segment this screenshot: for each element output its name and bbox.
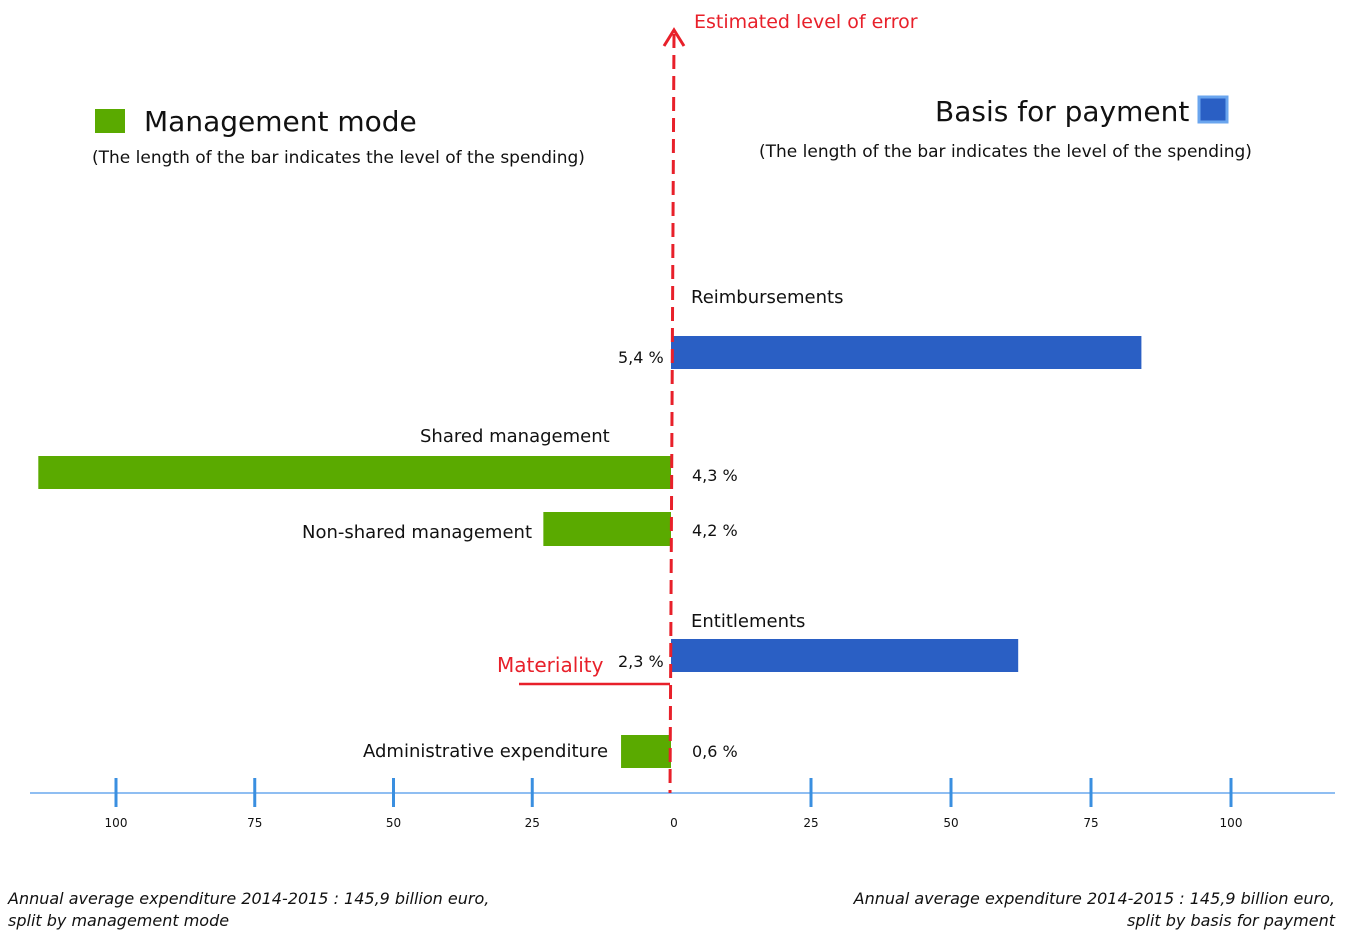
x-tick-label-right-25: 25	[803, 816, 818, 830]
x-tick-label-right-50: 50	[943, 816, 958, 830]
error-axis-arrow	[662, 27, 686, 47]
error-non-shared-management: 4,2 %	[692, 521, 738, 540]
left-title: Management mode	[144, 105, 417, 138]
left-note: Annual average expenditure 2014-2015 : 1…	[8, 888, 489, 932]
materiality-label: Materiality	[497, 653, 604, 677]
right-note-line2: split by basis for payment	[1127, 911, 1335, 930]
x-tick-label-zero: 0	[670, 816, 678, 830]
bar-entitlements	[671, 639, 1019, 672]
label-non-shared-management: Non-shared management	[302, 522, 532, 543]
right-note: Annual average expenditure 2014-2015 : 1…	[854, 888, 1335, 932]
bar-reimbursements	[671, 336, 1142, 369]
right-note-line1: Annual average expenditure 2014-2015 : 1…	[853, 889, 1335, 908]
left-subtitle: (The length of the bar indicates the lev…	[92, 148, 585, 168]
x-tick-label-right-75: 75	[1083, 816, 1098, 830]
legend-swatch-payment	[1197, 95, 1229, 124]
error-shared-management: 4,3 %	[692, 466, 738, 485]
error-reimbursements: 5,4 %	[618, 348, 664, 367]
label-shared-management: Shared management	[420, 426, 610, 447]
error-administrative-expenditure: 0,6 %	[692, 742, 738, 761]
error-axis-line	[668, 33, 676, 794]
x-tick-label-left-100: 100	[105, 816, 128, 830]
x-tick-label-left-75: 75	[247, 816, 262, 830]
x-tick-label-right-100: 100	[1220, 816, 1243, 830]
error-entitlements: 2,3 %	[618, 652, 664, 671]
bar-shared-management	[38, 456, 672, 489]
right-subtitle: (The length of the bar indicates the lev…	[759, 142, 1252, 162]
legend-swatch-management	[95, 109, 125, 133]
right-title: Basis for payment	[935, 95, 1189, 128]
axis-title: Estimated level of error	[694, 11, 918, 33]
bar-administrative-expenditure	[621, 735, 671, 768]
label-reimbursements: Reimbursements	[691, 287, 843, 308]
x-tick-label-left-50: 50	[386, 816, 401, 830]
x-tick-label-left-25: 25	[525, 816, 540, 830]
label-entitlements: Entitlements	[691, 611, 805, 632]
label-administrative-expenditure: Administrative expenditure	[363, 741, 608, 762]
bar-non-shared-management	[543, 512, 671, 546]
left-note-line1: Annual average expenditure 2014-2015 : 1…	[8, 889, 490, 908]
left-note-line2: split by management mode	[8, 911, 230, 930]
